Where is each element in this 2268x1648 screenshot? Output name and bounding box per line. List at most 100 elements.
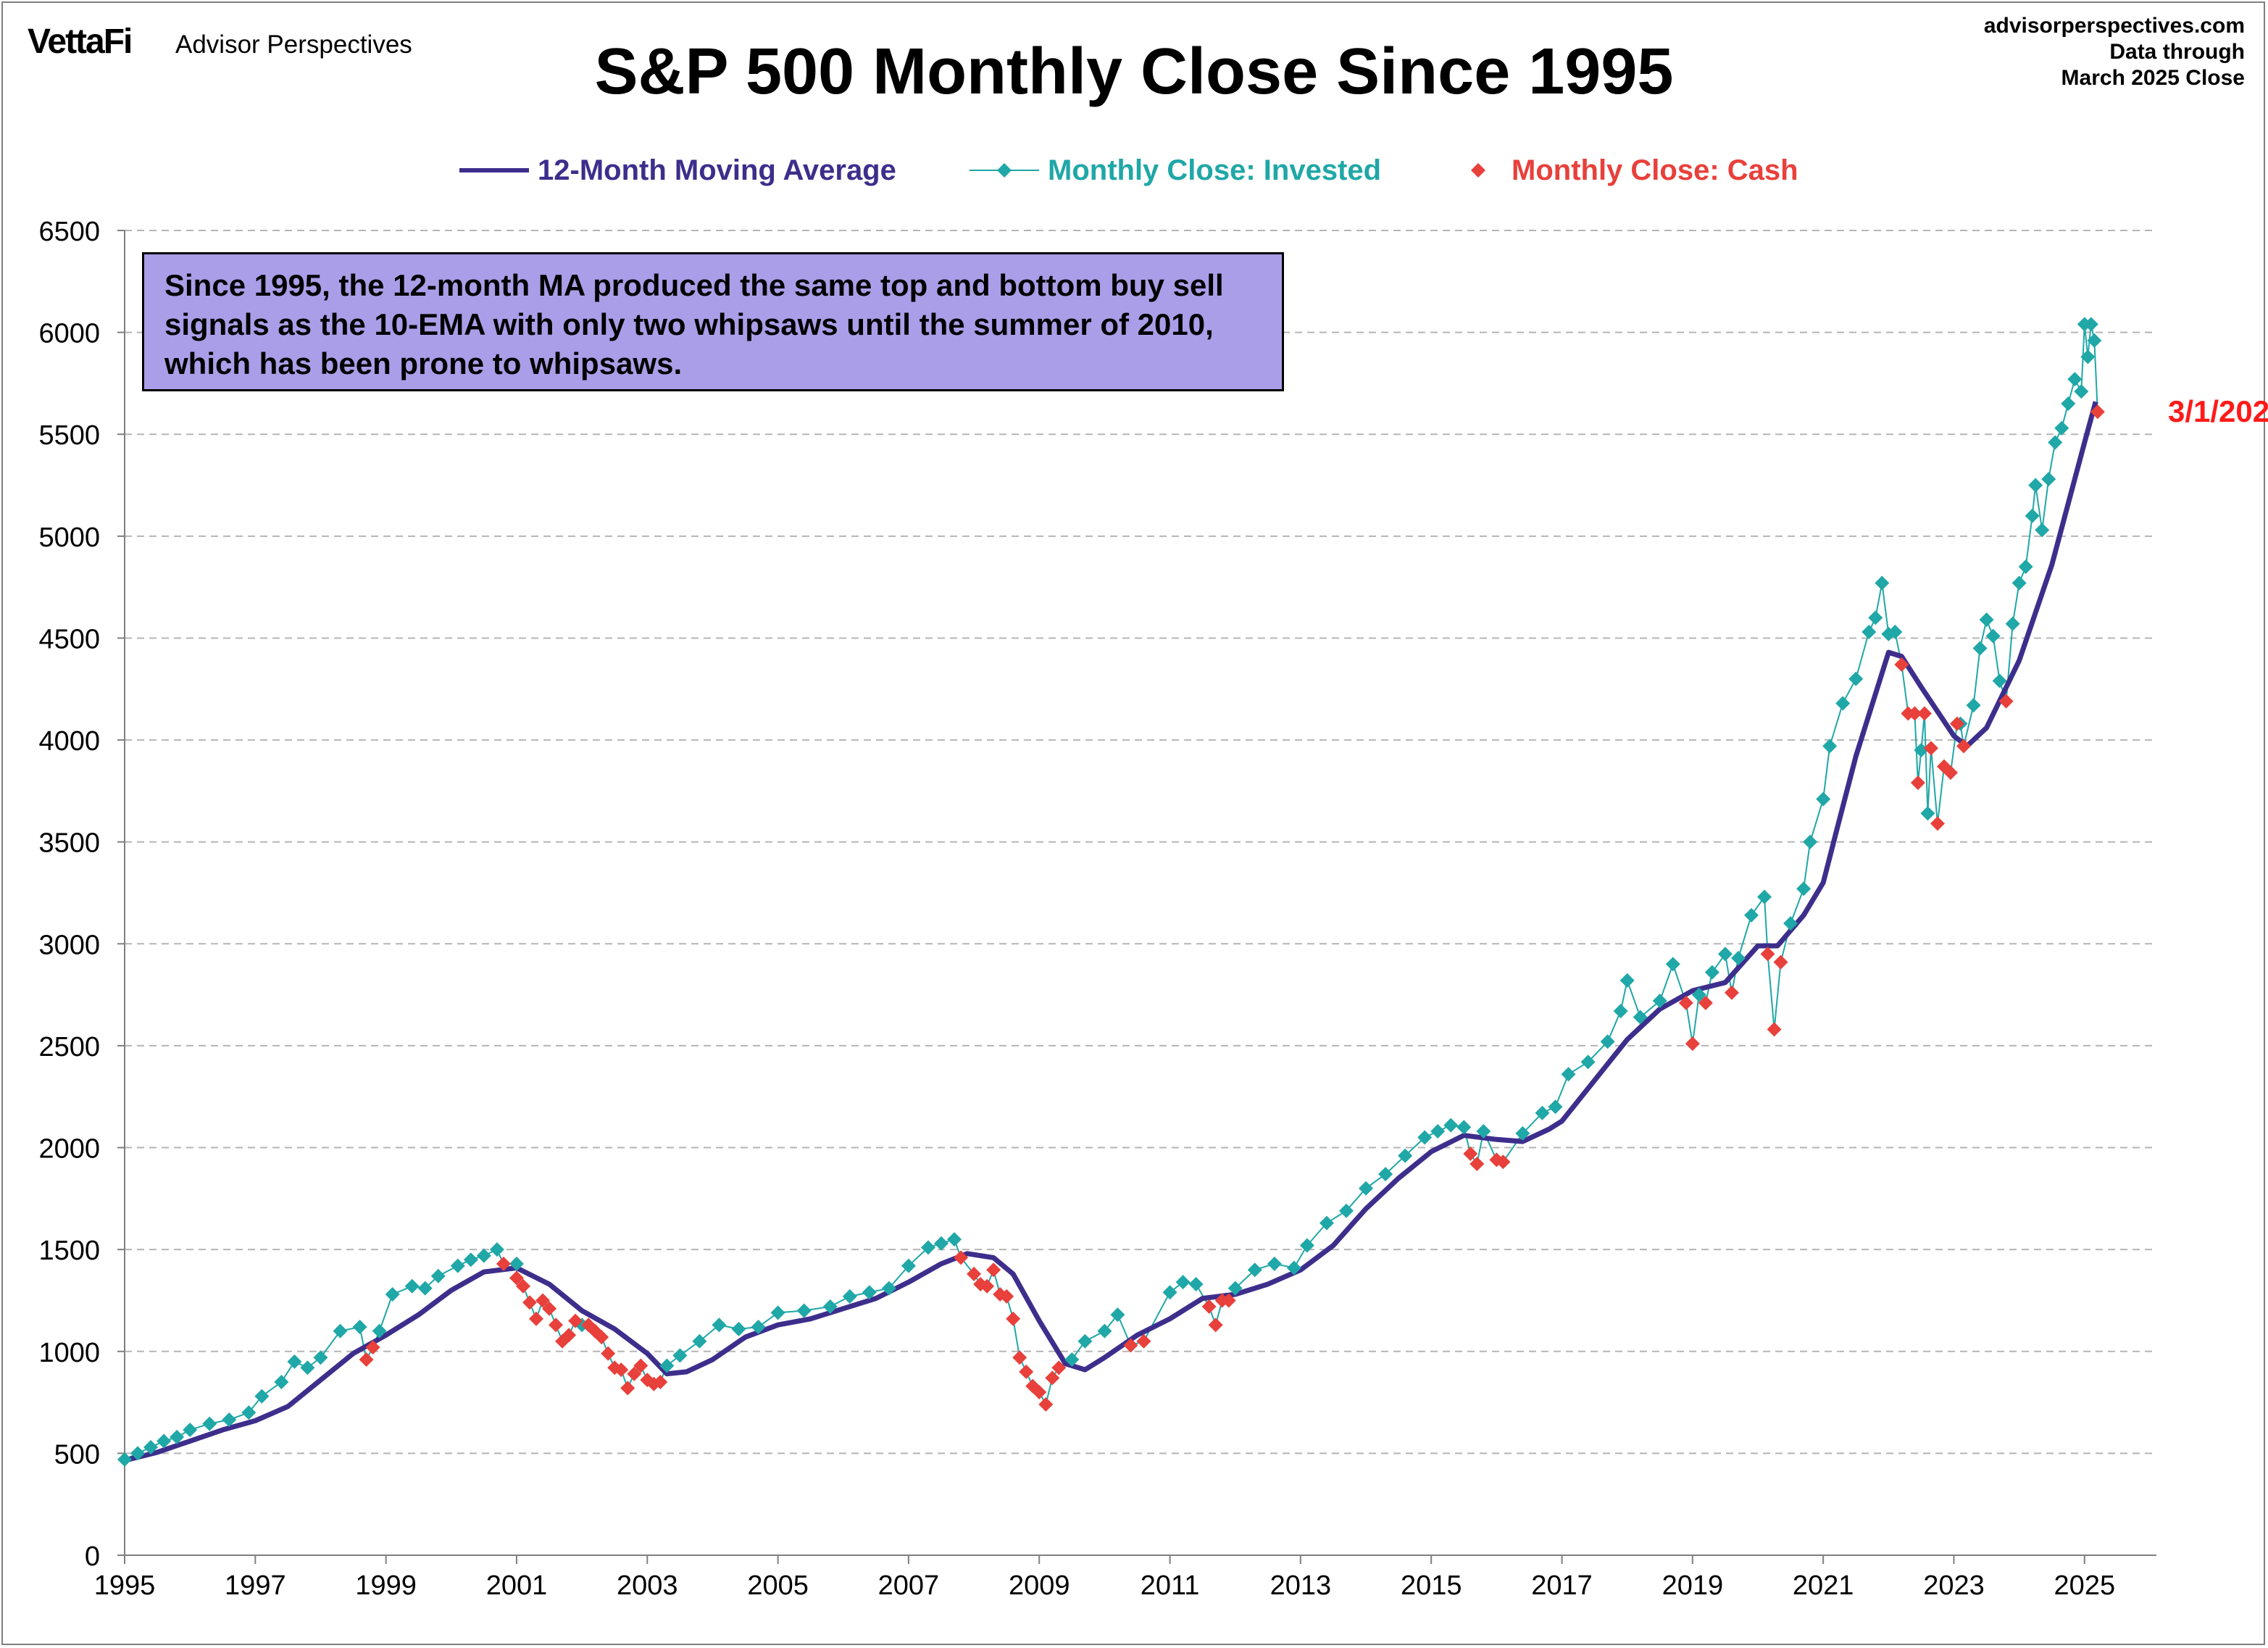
- y-tick-label: 5500: [38, 420, 100, 451]
- cash-marker: [1894, 657, 1909, 673]
- cash-marker: [1019, 1364, 1034, 1379]
- legend-item-invested: Monthly Close: Invested: [968, 149, 1381, 192]
- invested-marker: [1339, 1203, 1354, 1218]
- invested-marker: [2011, 575, 2027, 591]
- cash-marker: [1685, 1036, 1700, 1052]
- cash-marker: [1998, 694, 2014, 709]
- invested-marker: [2005, 616, 2020, 631]
- legend-diamond-swatch: [1471, 163, 1485, 178]
- cash-marker: [2090, 404, 2105, 420]
- invested-marker: [476, 1248, 491, 1263]
- invested-marker: [202, 1416, 217, 1431]
- cash-marker: [1917, 706, 1932, 721]
- invested-marker: [130, 1446, 146, 1461]
- invested-marker: [1822, 738, 1838, 754]
- cash-marker: [1469, 1157, 1485, 1172]
- invested-marker: [1476, 1124, 1491, 1139]
- invested-marker: [1613, 1004, 1628, 1019]
- invested-marker: [170, 1429, 185, 1444]
- cash-marker: [535, 1293, 551, 1308]
- invested-marker: [1456, 1120, 1472, 1135]
- invested-marker: [1110, 1307, 1125, 1323]
- invested-marker: [300, 1360, 315, 1376]
- advisor-perspectives-label: Advisor Perspectives: [175, 30, 412, 59]
- invested-marker: [1665, 957, 1680, 972]
- ma-line: [124, 401, 2098, 1463]
- invested-marker: [430, 1268, 446, 1283]
- source-line: Data through: [2109, 40, 2245, 64]
- invested-marker: [254, 1389, 270, 1404]
- cash-marker: [986, 1262, 1001, 1278]
- invested-marker: [920, 1240, 935, 1255]
- invested-marker: [352, 1320, 367, 1335]
- cash-marker: [1907, 706, 1922, 721]
- invested-marker: [1861, 625, 1877, 640]
- cash-marker: [1923, 741, 1938, 756]
- cash-marker: [509, 1270, 524, 1286]
- invested-marker: [1299, 1238, 1314, 1253]
- cash-marker: [1760, 946, 1775, 962]
- legend-line-swatch: [459, 168, 529, 172]
- cash-marker: [1463, 1146, 1478, 1161]
- cash-marker: [1943, 765, 1958, 781]
- invested-marker: [1633, 1010, 1648, 1025]
- invested-marker: [881, 1281, 896, 1296]
- invested-marker: [117, 1452, 132, 1467]
- invested-marker: [1730, 950, 1746, 965]
- invested-marker: [2061, 396, 2076, 412]
- invested-marker: [2080, 349, 2096, 365]
- x-tick-label: 2021: [1793, 1570, 1854, 1601]
- cash-marker: [1208, 1318, 1223, 1333]
- x-tick-label: 2011: [1141, 1570, 1200, 1601]
- invested-marker: [1992, 673, 2007, 688]
- invested-marker: [1868, 610, 1883, 625]
- legend-label: Monthly Close: Invested: [1048, 154, 1382, 186]
- cash-marker: [522, 1295, 537, 1310]
- cash-marker: [1910, 775, 1925, 791]
- x-tick-label: 1995: [94, 1570, 156, 1601]
- invested-marker: [1835, 696, 1851, 711]
- y-tick-label: 1500: [38, 1236, 100, 1266]
- invested-marker: [463, 1252, 478, 1268]
- invested-marker: [1619, 973, 1635, 988]
- y-tick-label: 4000: [38, 726, 100, 757]
- invested-marker: [2087, 333, 2102, 348]
- cash-marker: [549, 1318, 564, 1333]
- invested-marker: [731, 1321, 746, 1336]
- cash-marker: [1051, 1360, 1067, 1376]
- cash-marker: [542, 1301, 557, 1316]
- invested-marker: [1443, 1118, 1459, 1133]
- cash-marker: [1045, 1370, 1060, 1386]
- y-tick-label: 2000: [38, 1134, 100, 1165]
- invested-marker: [489, 1242, 504, 1257]
- invested-marker: [1888, 625, 1903, 640]
- y-tick-label: 4500: [38, 624, 100, 654]
- x-tick-label: 2015: [1401, 1570, 1462, 1601]
- cash-marker: [594, 1330, 609, 1345]
- chart-title: S&P 500 Monthly Close Since 1995: [594, 36, 1674, 108]
- cash-marker: [365, 1340, 380, 1355]
- cash-marker: [1012, 1350, 1027, 1365]
- invested-marker: [672, 1348, 688, 1363]
- legend-label: Monthly Close: Cash: [1512, 154, 1798, 186]
- invested-marker: [1267, 1256, 1282, 1271]
- invested-marker: [1097, 1323, 1112, 1339]
- invested-marker: [1359, 1181, 1374, 1196]
- invested-marker: [1430, 1124, 1446, 1139]
- invested-marker: [1398, 1148, 1413, 1163]
- x-tick-label: 1999: [355, 1570, 417, 1601]
- invested-marker: [287, 1354, 302, 1369]
- cash-marker: [1950, 716, 1965, 731]
- y-tick-label: 2500: [38, 1032, 100, 1062]
- invested-marker: [183, 1423, 198, 1438]
- cash-marker: [1773, 954, 1788, 970]
- source-line: March 2025 Close: [2061, 66, 2245, 90]
- cash-marker: [1496, 1154, 1511, 1170]
- invested-marker: [143, 1439, 159, 1455]
- invested-marker: [934, 1236, 949, 1251]
- cash-marker: [601, 1346, 616, 1361]
- y-tick-label: 1000: [38, 1338, 100, 1368]
- cash-marker: [620, 1381, 635, 1396]
- invested-marker: [1914, 743, 1929, 758]
